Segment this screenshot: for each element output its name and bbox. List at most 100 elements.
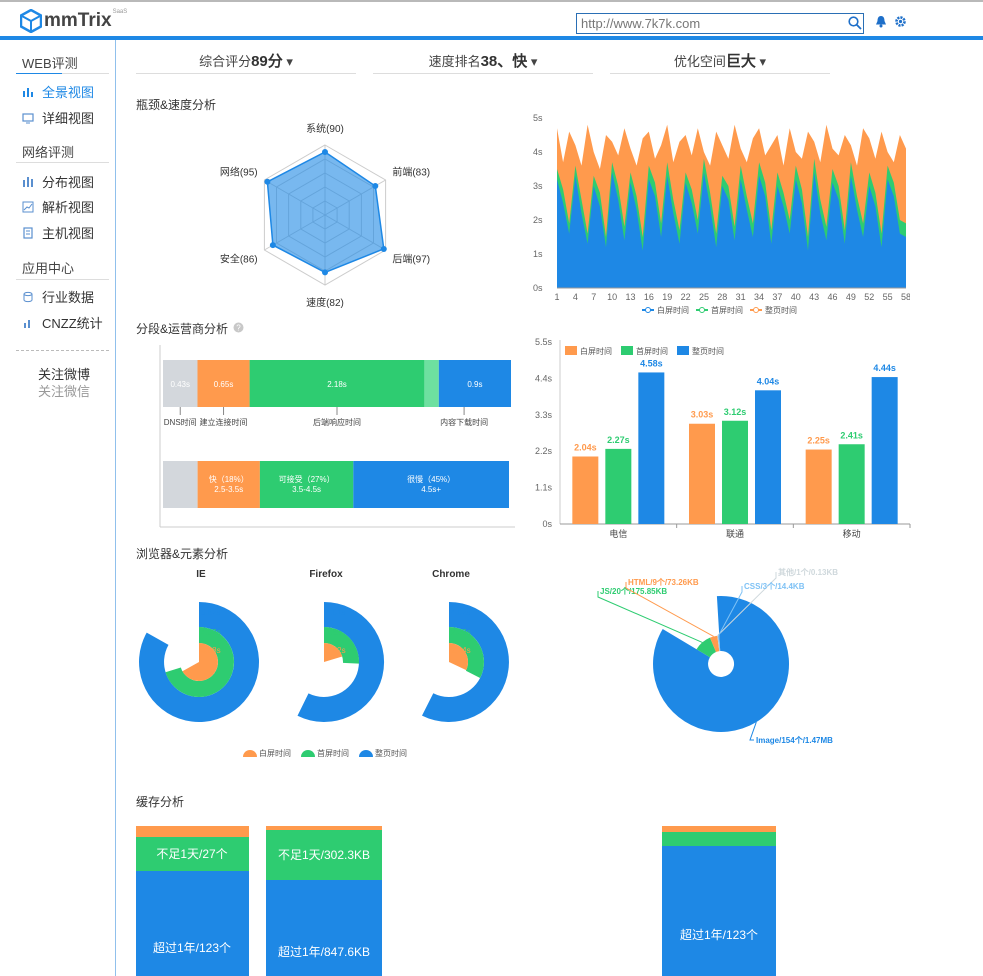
segment-caption: DNS时间 [164, 417, 197, 427]
cache-bar1-segment-blue [136, 871, 249, 976]
radar-point [380, 245, 387, 252]
element-pie-leader [717, 572, 777, 636]
follow-weixin-link[interactable]: 关注微信 [38, 384, 91, 399]
area-x-tick: 49 [846, 292, 856, 302]
cache-bar3-segment-orange [662, 826, 776, 832]
browser-legend-label: 整页时间 [375, 748, 407, 758]
tab-speed-rank[interactable]: 速度排名38、快 ▾ [373, 50, 593, 74]
segment-chart: 0.43s 0.65s 2.18s 0.9s DNS时间 建立连接时间 后端响应时间 内容下载… [159, 345, 515, 528]
browser-full-value: 5.82s [201, 608, 221, 617]
isp-y-tick: 2.2s [535, 446, 553, 456]
browser-legend-swatch [243, 750, 257, 757]
tab-value: 89分 [251, 53, 283, 70]
isp-bar-value: 2.04s [574, 442, 597, 452]
browser-full-value: 4.01s [326, 608, 346, 617]
sidebar-item-distribution[interactable]: 分布视图 [22, 172, 94, 191]
cache-bar3-segment-green [662, 832, 776, 846]
browser-white-value: 2.24s [451, 646, 471, 655]
top-bar: mmTrix SaaS http://www.7k7k.com [0, 0, 983, 40]
section-title-segment: 分段&运营商分析 [136, 322, 229, 336]
sidebar-item-industry[interactable]: 行业数据 [22, 287, 94, 306]
stats-icon [24, 319, 30, 328]
area-y-tick: 5s [533, 113, 543, 123]
segment-bar2-range: 4.5s+ [421, 485, 441, 494]
segment-caption: 内容下载时间 [440, 417, 488, 427]
sidebar-item-label: 分布视图 [42, 175, 95, 190]
isp-legend-label: 首屏时间 [636, 346, 668, 356]
logo-cube-icon [20, 9, 42, 33]
segment-bar1-label: 0.43s [170, 380, 190, 389]
logo-badge: SaaS [112, 9, 128, 15]
area-x-tick: 4 [573, 292, 578, 302]
area-legend-label: 首屏时间 [711, 305, 743, 315]
browser-first-value: 2.28s [451, 628, 471, 637]
gear-icon[interactable] [894, 15, 907, 28]
area-x-tick: 52 [864, 292, 874, 302]
browser-full-value: 4.02s [451, 608, 471, 617]
sidebar-item-analysis[interactable]: 解析视图 [22, 197, 94, 216]
logo-text: mmTrix [44, 10, 112, 31]
isp-bar-value: 4.44s [873, 363, 896, 373]
sidebar-header-apps: 应用中心 [22, 261, 75, 276]
radar-label: 前端(83) [392, 166, 430, 179]
sidebar-item-host[interactable]: 主机视图 [22, 223, 94, 242]
radar-label: 后端(97) [392, 253, 430, 266]
area-x-tick: 40 [791, 292, 801, 302]
segment-bar1-part [197, 360, 250, 407]
url-input[interactable]: http://www.7k7k.com [576, 13, 864, 34]
element-pie-label: Image/154个/1.47MB [756, 735, 833, 745]
logo[interactable]: mmTrix SaaS [20, 8, 127, 34]
radar-label: 网络(95) [220, 166, 258, 179]
follow-weibo-link[interactable]: 关注微博 [38, 367, 91, 382]
help-icon[interactable]: ? [233, 322, 244, 333]
server-icon [23, 226, 33, 239]
sidebar-active-underline [16, 73, 62, 74]
sidebar-divider [62, 73, 109, 74]
segment-bar1-part [163, 360, 198, 407]
segment-caption: 后端响应时间 [313, 417, 361, 427]
tab-label: 速度排名 [428, 54, 481, 69]
sidebar-item-overview[interactable]: 全景视图 [22, 82, 94, 101]
search-icon[interactable] [848, 16, 862, 30]
element-pie-leader [597, 591, 703, 643]
isp-y-tick: 1.1s [535, 483, 553, 493]
radar-point [322, 269, 328, 276]
browser-ring-full [297, 602, 385, 722]
bar-chart-icon [23, 87, 33, 97]
distribution-icon [23, 176, 33, 187]
browser-legend-swatch [359, 750, 373, 757]
cache-bar2-segment-green [266, 830, 382, 880]
segment-bar2-part [259, 461, 354, 508]
tab-value: 38、快 [480, 53, 528, 70]
element-pie-slice [696, 637, 716, 658]
radar-data-area [266, 151, 385, 274]
browser-legend-swatch [301, 750, 315, 757]
sidebar-item-detail[interactable]: 详细视图 [22, 108, 94, 127]
sidebar-item-cnzz[interactable]: CNZZ统计 [22, 313, 103, 332]
isp-bar [755, 390, 781, 524]
isp-y-tick: 0s [542, 519, 552, 529]
element-pie-slice [717, 635, 720, 652]
element-pie-label: HTML/9个/73.26KB [628, 577, 699, 587]
sidebar-item-label: 主机视图 [42, 226, 95, 241]
radar-label: 安全(86) [220, 253, 258, 266]
isp-bar [605, 448, 632, 524]
bell-icon[interactable] [875, 15, 887, 28]
tab-optimize-space[interactable]: 优化空间巨大 ▾ [610, 50, 830, 74]
area-x-tick: 28 [717, 292, 727, 302]
segment-bar1-label: 0.65s [214, 380, 234, 389]
radar-label: 速度(82) [306, 296, 344, 309]
isp-bar-chart: 0s 1.1s 2.2s 3.3s 4.4s 5.5s 电信 2.04s 2.27s 4.58s 联… [535, 337, 911, 539]
element-pie-slice [717, 635, 721, 652]
tab-overall-score[interactable]: 综合评分89分 ▾ [136, 50, 356, 74]
area-x-tick: 22 [681, 292, 691, 302]
tab-value: 巨大 [725, 53, 756, 70]
isp-y-tick: 5.5s [535, 337, 553, 347]
section-title-browser: 浏览器&元素分析 [136, 547, 229, 561]
segment-bar1-part [249, 360, 425, 407]
isp-legend-swatch [565, 346, 577, 355]
isp-bar-value: 4.04s [757, 376, 780, 386]
area-series-white [557, 172, 906, 288]
segment-bar2-label: 可接受（27%） [279, 474, 335, 484]
element-pie-slice [653, 595, 790, 732]
